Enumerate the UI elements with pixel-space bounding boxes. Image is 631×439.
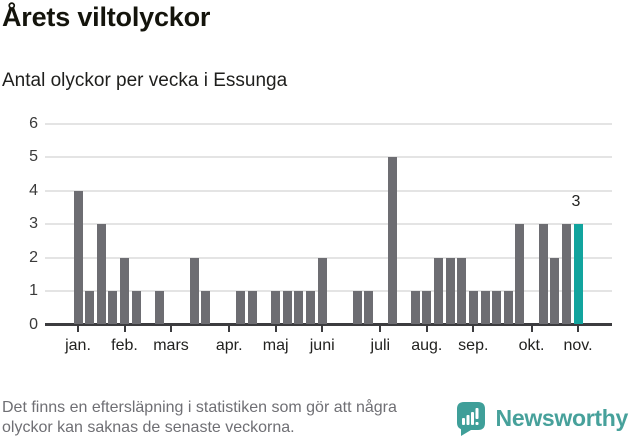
y-axis-label: 2 [29,248,38,266]
bar [73,190,83,324]
value-annotation: 3 [571,193,581,210]
bar [282,291,292,324]
x-axis-tick [170,326,172,332]
x-axis-tick [530,326,533,332]
bar [422,291,432,324]
gridline [45,256,612,259]
bar-chart-plot-area: 0 1 2 3 4 5 6 3 jan. feb. mars apr. maj juni juli aug. s… [29,114,612,354]
gridline [45,189,612,192]
bar [434,257,443,324]
x-axis-label: juni [309,337,335,354]
bar [294,291,304,324]
bar [120,257,129,324]
bar [131,291,141,324]
bar [306,291,316,324]
x-axis-line [45,323,612,326]
bar [457,257,467,324]
x-axis-label: apr. [215,337,243,354]
y-axis-label: 0 [29,316,38,333]
gridline [45,290,612,293]
newsworthy-wordmark: Newsworthy [495,404,629,431]
footnote: Det finns en eftersläpning i statistiken… [2,398,397,438]
bar [468,291,478,324]
bar [247,291,257,324]
bar [503,291,513,324]
x-axis-tick [379,326,382,332]
x-axis-tick [425,326,428,332]
gridline [45,156,612,159]
x-axis-label: jan. [65,337,91,354]
bar [561,224,571,324]
bar [96,224,106,324]
bar [515,224,525,324]
gridline [45,223,612,226]
x-axis-tick [321,326,324,332]
bar [317,257,327,324]
bar [271,291,281,324]
x-axis-label: okt. [518,337,545,354]
bar [201,291,211,324]
x-axis-label: aug. [411,337,443,354]
footnote-line-2: olyckor kan saknas de senaste veckorna. [2,419,295,436]
newsworthy-logo[interactable]: Newsworthy [455,400,628,436]
x-axis-tick [228,326,231,332]
footnote-line-1: Det finns en eftersläpning i statistiken… [2,399,397,416]
newsworthy-chart-bubble-icon [455,400,487,436]
bar [492,291,502,324]
bar-highlighted [573,224,583,324]
bar [445,257,455,324]
y-axis-label: 6 [29,114,38,132]
x-axis-label: juli [370,337,391,354]
y-axis-label: 1 [29,282,38,300]
bar [387,157,397,325]
bar [410,291,420,324]
x-axis-tick [274,326,277,332]
x-axis-label: mars [153,337,189,354]
x-axis-label: feb. [111,337,138,354]
bar [538,224,548,324]
bar [189,257,199,324]
chart-title: Årets viltolyckor [2,2,211,32]
x-axis-label: maj [262,337,289,354]
x-axis-label: nov. [563,337,593,354]
x-axis-tick [472,326,475,332]
x-axis-tick [123,326,126,332]
y-axis-label: 3 [29,215,38,233]
bar [480,291,490,324]
bar [236,291,246,324]
bar [154,291,164,324]
bar [364,291,374,324]
bar [550,257,560,324]
y-axis-label: 4 [29,181,38,199]
x-axis-tick [577,326,579,332]
gridline [45,122,612,125]
bar [352,291,362,324]
bar [85,291,95,324]
chart-subtitle: Antal olyckor per vecka i Essunga [2,70,288,91]
y-axis-label: 5 [29,148,38,166]
bar [108,291,118,324]
x-axis-label: sep. [458,337,489,354]
x-axis-tick [77,326,79,332]
